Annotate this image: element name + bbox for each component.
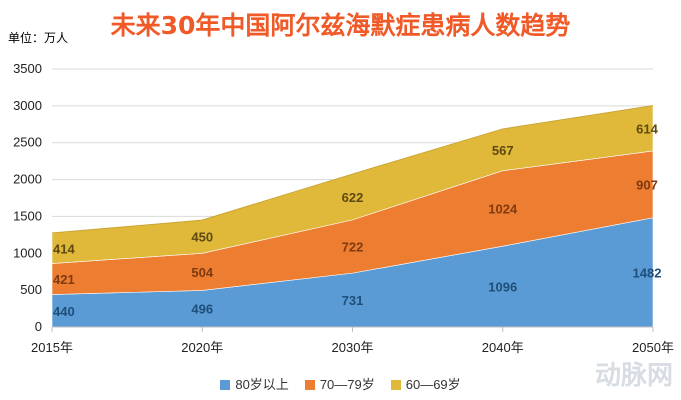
data-label: 504: [191, 265, 213, 280]
legend: 80岁以上 70—79岁 60—69岁: [0, 374, 681, 393]
legend-swatch: [304, 380, 315, 390]
x-axis: 2015年 2020年 2030年 2040年 2050年: [31, 326, 674, 355]
y-axis: 0 500 1000 1500 2000 2500 3000 3500: [13, 61, 42, 334]
y-tick-label: 0: [35, 319, 42, 334]
data-label: 731: [342, 293, 364, 308]
data-label: 622: [342, 190, 364, 205]
data-label: 1024: [488, 201, 518, 216]
data-label: 421: [53, 272, 75, 287]
y-tick-label: 1000: [13, 245, 42, 260]
data-label: 496: [191, 302, 213, 317]
y-tick-label: 2000: [13, 172, 42, 187]
y-tick-label: 1500: [13, 208, 42, 223]
data-label: 440: [53, 304, 75, 319]
legend-swatch: [390, 380, 401, 390]
x-tick-label: 2020年: [181, 340, 223, 355]
unit-label: 单位：万人: [8, 31, 69, 45]
data-label: 722: [342, 240, 364, 255]
y-tick-label: 3000: [13, 98, 42, 113]
x-tick-label: 2030年: [332, 340, 374, 355]
y-tick-label: 500: [20, 282, 42, 297]
top-outline: [51, 105, 654, 234]
data-label: 450: [191, 230, 213, 245]
legend-swatch: [220, 380, 231, 390]
x-tick-label: 2050年: [632, 340, 674, 355]
legend-label: 60—69岁: [405, 377, 461, 392]
chart-title: 未来30年中国阿尔兹海默症患病人数趋势: [110, 11, 571, 40]
legend-label: 70—79岁: [319, 377, 375, 392]
legend-item: 70—79岁: [304, 374, 375, 393]
legend-item: 60—69岁: [390, 374, 461, 393]
data-label: 414: [53, 241, 75, 256]
legend-label: 80岁以上: [235, 377, 289, 392]
data-label: 567: [492, 143, 514, 158]
x-tick-label: 2015年: [31, 340, 73, 355]
x-tick-label: 2040年: [482, 340, 524, 355]
y-tick-label: 2500: [13, 135, 42, 150]
y-tick-label: 3500: [13, 61, 42, 76]
data-label: 907: [636, 177, 658, 192]
data-label: 1096: [488, 280, 517, 295]
data-labels: 440 496 731 1096 1482 421 504 722 1024 907 414 450 6…: [53, 121, 661, 319]
data-label: 614: [636, 121, 658, 136]
watermark-logo: 动脉网: [594, 361, 673, 391]
legend-item: 80岁以上: [220, 374, 289, 393]
data-label: 1482: [633, 265, 662, 280]
